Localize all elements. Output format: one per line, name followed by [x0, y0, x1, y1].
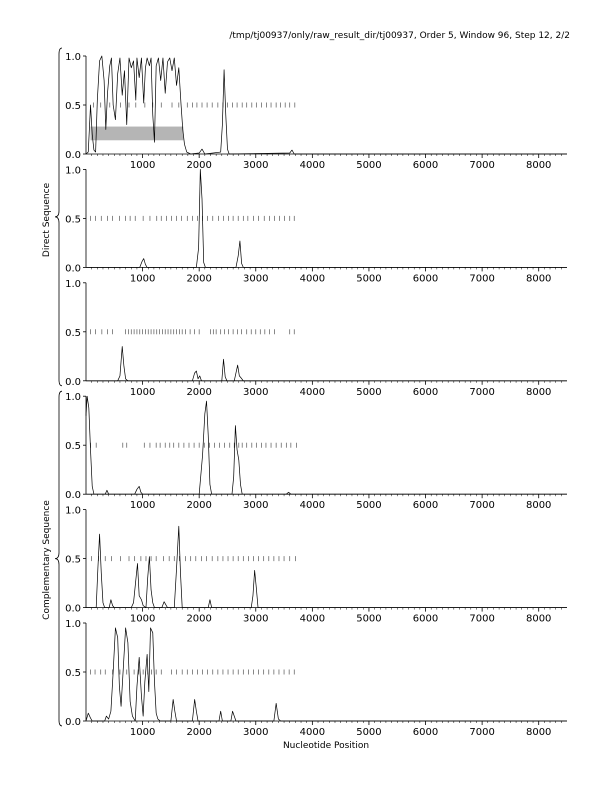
x-tick-label: 8000 — [526, 500, 551, 511]
complementary-sequence-label: Complementary Sequence — [42, 500, 52, 620]
y-tick-label: 0.5 — [65, 101, 81, 112]
y-tick-label: 0.0 — [65, 490, 81, 501]
y-tick-label: 0.5 — [65, 668, 81, 679]
x-tick-label: 4000 — [300, 387, 325, 398]
x-tick-label: 4000 — [300, 160, 325, 171]
x-tick-label: 4000 — [300, 500, 325, 511]
complementary-sequence-brace — [54, 390, 63, 727]
x-tick-label: 3000 — [243, 387, 268, 398]
x-tick-label: 6000 — [413, 387, 438, 398]
x-tick-label: 8000 — [526, 387, 551, 398]
x-tick-label: 5000 — [356, 273, 381, 284]
x-tick-label: 2000 — [186, 273, 211, 284]
y-tick-label: 0.0 — [65, 604, 81, 615]
x-tick-label: 3000 — [243, 614, 268, 625]
panel-5: 0.0 0.5 1.0 1000 2000 3000 4000 5000 6000 7000 800… — [65, 506, 567, 625]
panel-2: 0.0 0.5 1.0 1000 2000 3000 4000 5000 6000 7000 800… — [65, 165, 567, 284]
x-tick-label: 2000 — [186, 727, 211, 738]
x-tick-label: 7000 — [469, 614, 494, 625]
y-tick-label: 1.0 — [65, 506, 81, 517]
x-tick-label: 6000 — [413, 500, 438, 511]
y-tick-label: 0.5 — [65, 214, 81, 225]
x-tick-label: 4000 — [300, 727, 325, 738]
y-tick-label: 0.0 — [65, 377, 81, 388]
x-tick-label: 6000 — [413, 160, 438, 171]
x-tick-label: 6000 — [413, 727, 438, 738]
y-tick-label: 0.0 — [65, 263, 81, 274]
x-tick-label: 5000 — [356, 160, 381, 171]
x-tick-label: 2000 — [186, 614, 211, 625]
x-tick-label: 2000 — [186, 160, 211, 171]
y-tick-label: 0.0 — [65, 717, 81, 728]
panel-6: 0.0 0.5 1.0 1000 2000 3000 4000 5000 6000 7000 800… — [65, 619, 567, 738]
x-tick-label: 1000 — [130, 727, 155, 738]
x-tick-label: 3000 — [243, 500, 268, 511]
x-tick-label: 7000 — [469, 500, 494, 511]
highlight-band — [90, 126, 184, 141]
x-tick-label: 2000 — [186, 500, 211, 511]
x-tick-label: 7000 — [469, 273, 494, 284]
x-tick-label: 5000 — [356, 500, 381, 511]
panel-4: 0.0 0.5 1.0 1000 2000 3000 4000 5000 6000 7000 800… — [65, 392, 567, 511]
x-tick-label: 3000 — [243, 727, 268, 738]
x-tick-label: 5000 — [356, 614, 381, 625]
y-tick-label: 0.5 — [65, 555, 81, 566]
x-tick-label: 2000 — [186, 387, 211, 398]
x-axis-title: Nucleotide Position — [283, 741, 369, 751]
y-tick-label: 1.0 — [65, 392, 81, 403]
series-line — [86, 169, 567, 268]
x-tick-label: 3000 — [243, 160, 268, 171]
y-tick-label: 0.5 — [65, 328, 81, 339]
x-tick-label: 1000 — [130, 387, 155, 398]
x-tick-label: 8000 — [526, 727, 551, 738]
y-tick-label: 1.0 — [65, 165, 81, 176]
x-tick-label: 5000 — [356, 387, 381, 398]
x-tick-label: 3000 — [243, 273, 268, 284]
y-tick-label: 1.0 — [65, 279, 81, 290]
y-tick-label: 1.0 — [65, 52, 81, 63]
x-tick-label: 8000 — [526, 614, 551, 625]
x-tick-label: 1000 — [130, 273, 155, 284]
x-tick-label: 7000 — [469, 727, 494, 738]
series-line — [85, 55, 567, 155]
series-line — [86, 525, 567, 608]
x-tick-label: 4000 — [300, 273, 325, 284]
panel-3: 0.0 0.5 1.0 1000 2000 3000 4000 5000 6000 7000 800… — [65, 279, 567, 398]
series-line — [85, 627, 567, 722]
y-tick-label: 0.5 — [65, 441, 81, 452]
x-tick-label: 6000 — [413, 614, 438, 625]
y-tick-label: 0.0 — [65, 150, 81, 161]
x-tick-label: 6000 — [413, 273, 438, 284]
x-tick-label: 5000 — [356, 727, 381, 738]
x-tick-label: 1000 — [130, 160, 155, 171]
x-tick-label: 1000 — [130, 500, 155, 511]
series-line — [86, 346, 567, 382]
x-tick-label: 8000 — [526, 273, 551, 284]
series-line — [85, 395, 567, 495]
x-tick-label: 4000 — [300, 614, 325, 625]
x-tick-label: 7000 — [469, 387, 494, 398]
direct-sequence-label: Direct Sequence — [42, 182, 52, 257]
figure-title: /tmp/tj00937/only/raw_result_dir/tj00937… — [229, 31, 570, 41]
x-tick-label: 8000 — [526, 160, 551, 171]
x-tick-label: 7000 — [469, 160, 494, 171]
panel-1: 0.0 0.5 1.0 1000 2000 3000 4000 5000 6000 7000 800… — [65, 52, 567, 171]
panels-group: 0.0 0.5 1.0 1000 2000 3000 4000 5000 6000 7000 800… — [65, 52, 567, 738]
x-tick-label: 1000 — [130, 614, 155, 625]
y-tick-label: 1.0 — [65, 619, 81, 630]
direct-sequence-brace — [54, 47, 63, 387]
